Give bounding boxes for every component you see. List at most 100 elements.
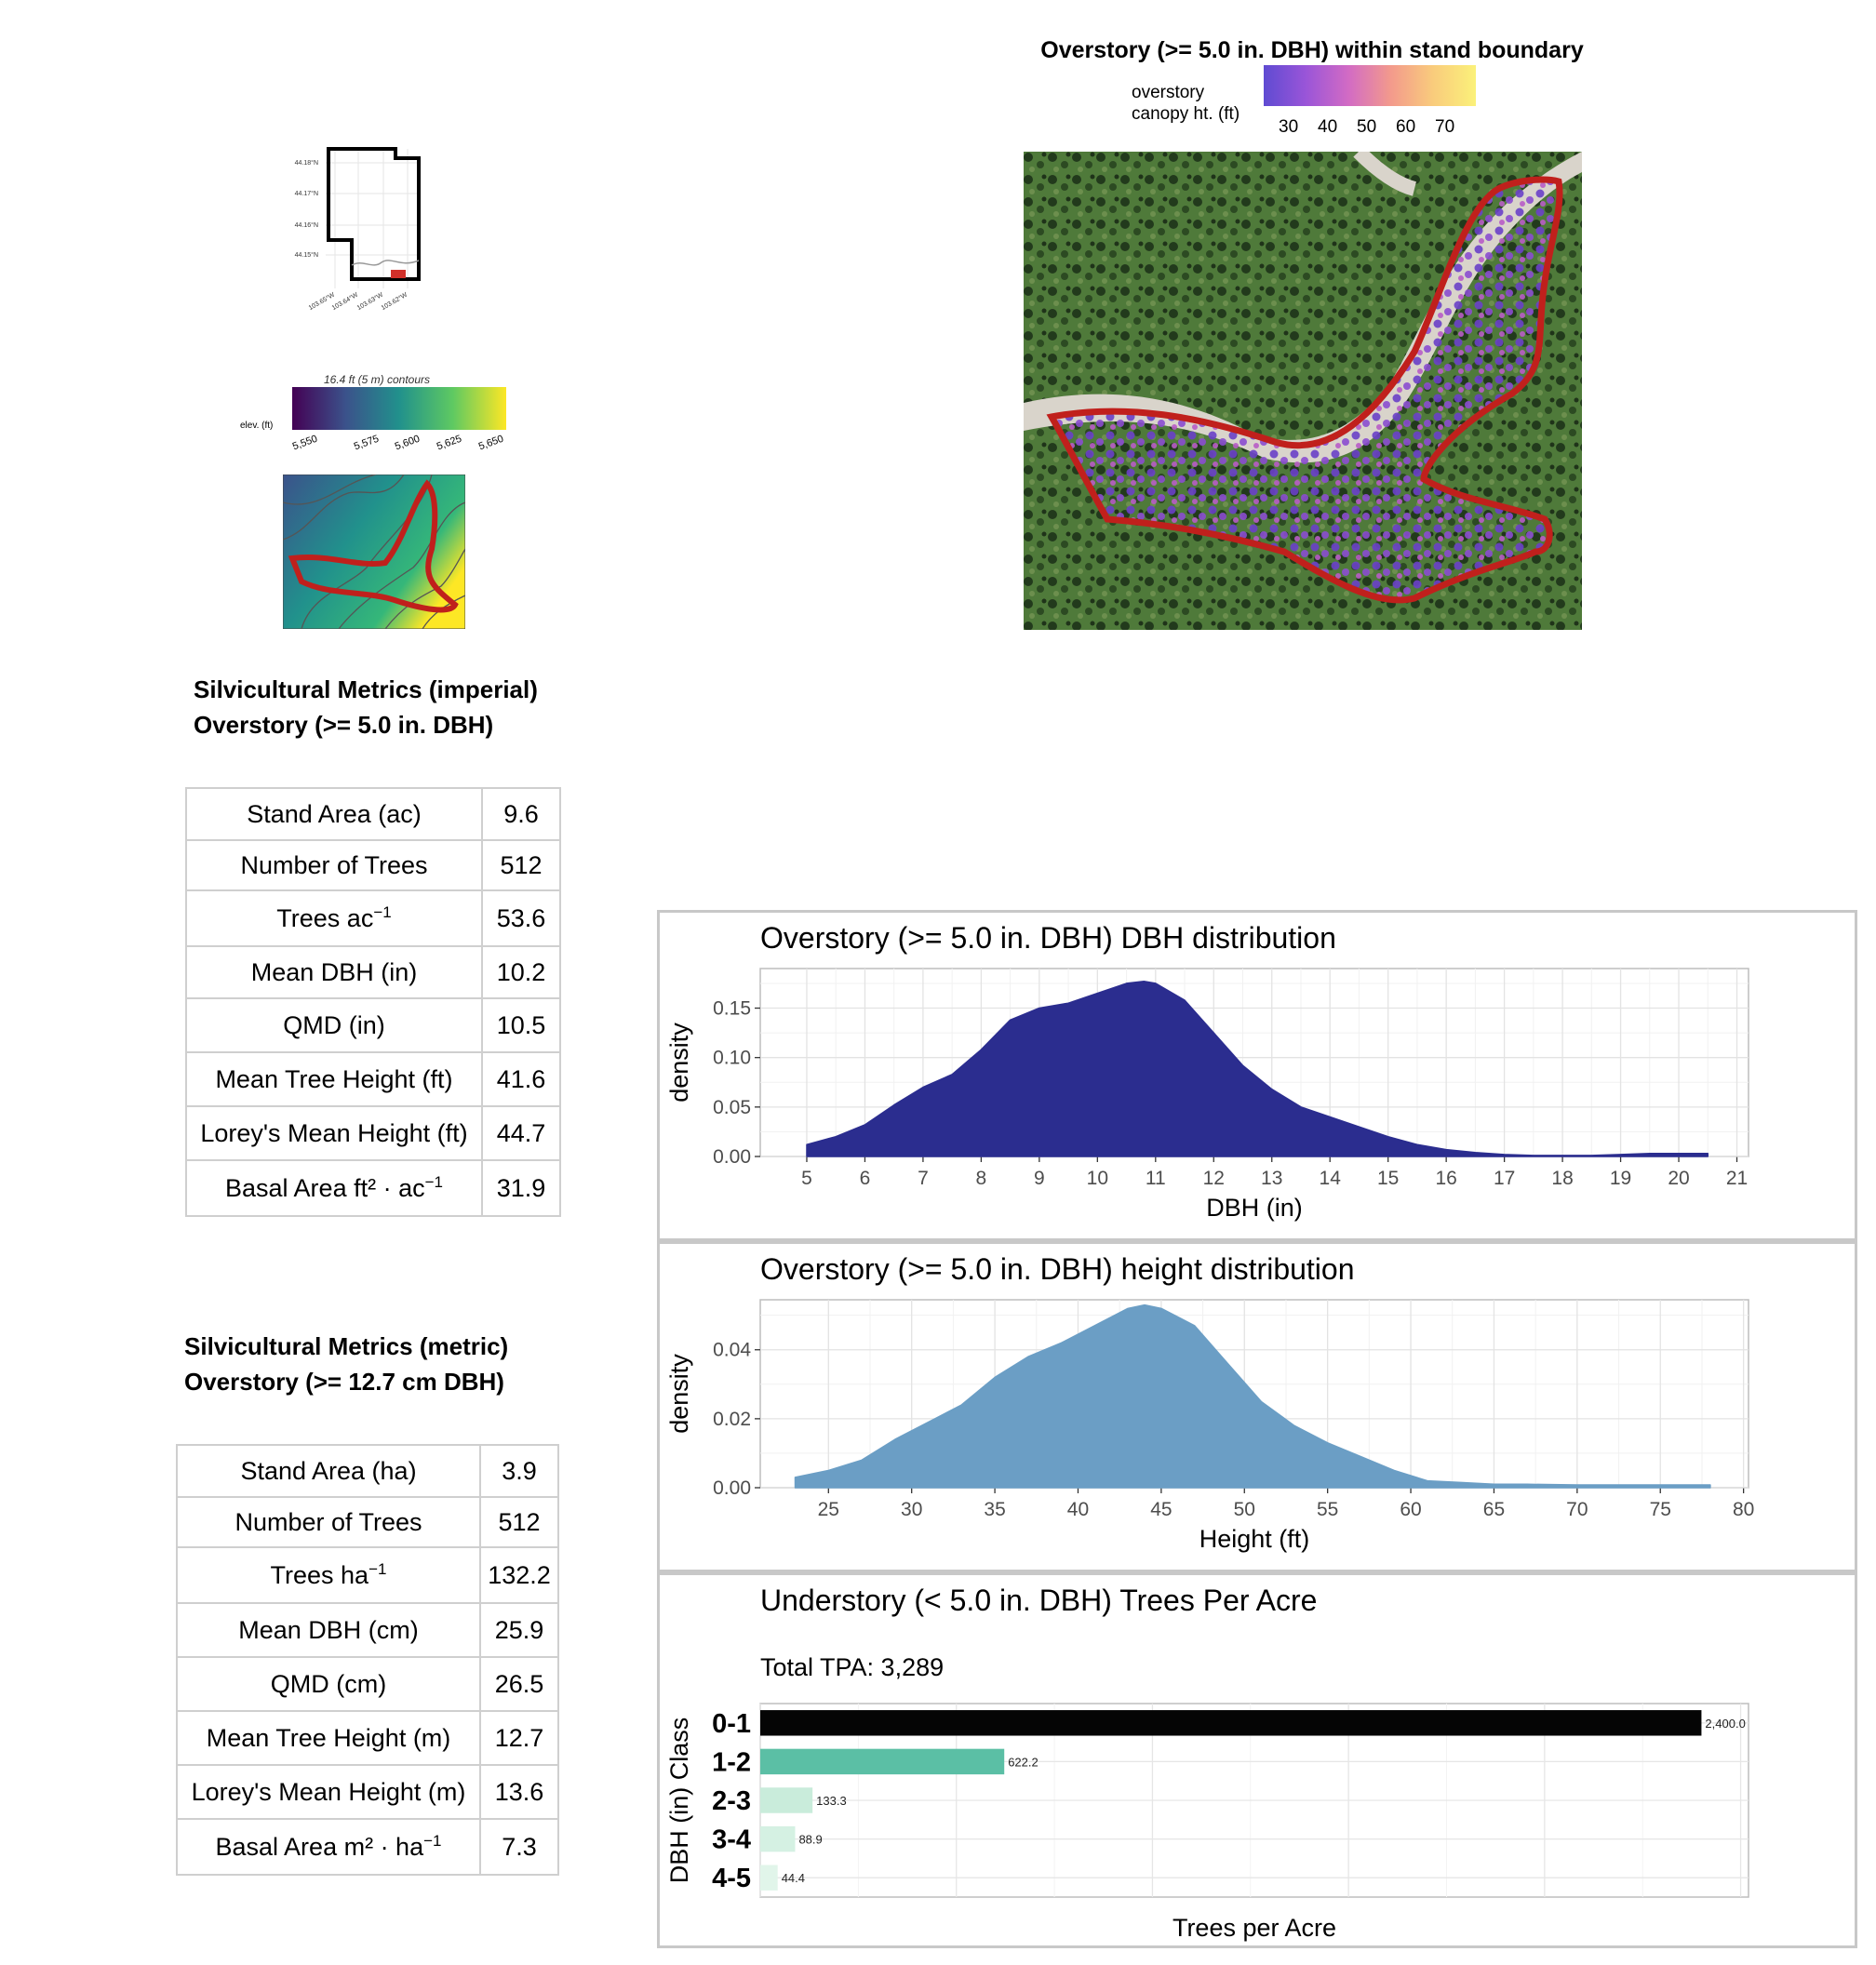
overstory-map-title: Overstory (>= 5.0 in. DBH) within stand … bbox=[1040, 37, 1584, 63]
y-axis-label: density bbox=[665, 1023, 693, 1103]
y-tick-label: 3-4 bbox=[712, 1825, 751, 1855]
metric-label: Lorey's Mean Height (ft) bbox=[185, 1105, 483, 1161]
metric-row: Trees ha−1 132.2 bbox=[176, 1546, 559, 1604]
metric-label-text: QMD (in) bbox=[283, 1010, 385, 1039]
metric-label-text: Lorey's Mean Height (m) bbox=[191, 1777, 466, 1806]
y-tick-label: 0.04 bbox=[713, 1340, 751, 1361]
y-tick-label: 0.05 bbox=[713, 1097, 751, 1118]
metric-label-text: Mean Tree Height (m) bbox=[206, 1723, 451, 1752]
x-tick-label: 14 bbox=[1320, 1168, 1342, 1189]
bar bbox=[760, 1710, 1702, 1736]
y-tick-label: 0.15 bbox=[713, 998, 751, 1020]
metric-label: QMD (cm) bbox=[176, 1656, 481, 1712]
metric-value: 512 bbox=[479, 1496, 559, 1548]
x-tick-label: 50 bbox=[1234, 1499, 1255, 1520]
lat-label: 44.15°N bbox=[295, 251, 318, 259]
metric-label: Basal Area ft² · ac−1 bbox=[185, 1159, 483, 1217]
x-tick-label: 40 bbox=[1067, 1499, 1089, 1520]
x-tick-label: 18 bbox=[1551, 1168, 1573, 1189]
metric-value: 132.2 bbox=[479, 1546, 559, 1604]
bar bbox=[760, 1865, 778, 1891]
x-tick-label: 11 bbox=[1146, 1168, 1166, 1189]
elevation-legend-title: elev. (ft) bbox=[240, 421, 274, 431]
metric-row: Trees ac−1 53.6 bbox=[185, 889, 561, 947]
elevation-map bbox=[283, 475, 465, 629]
metric-label: Trees ac−1 bbox=[185, 889, 483, 947]
x-tick-label: 80 bbox=[1733, 1499, 1754, 1520]
canopy-legend-tick: 40 bbox=[1318, 117, 1338, 137]
metric-value: 3.9 bbox=[479, 1444, 559, 1498]
metric-value: 41.6 bbox=[481, 1051, 561, 1107]
elevation-tick: 5,600 bbox=[393, 433, 422, 453]
metric-label-text: Stand Area (ac) bbox=[247, 799, 422, 828]
metric-label: Basal Area m² · ha−1 bbox=[176, 1818, 481, 1876]
imperial-title-line1: Silvicultural Metrics (imperial) bbox=[194, 675, 538, 703]
imperial-metrics-table: Stand Area (ac) 9.6 Number of Trees 512 Tree… bbox=[185, 787, 561, 1217]
density-area bbox=[794, 1303, 1711, 1489]
metric-label-superscript: −1 bbox=[368, 1560, 387, 1578]
x-tick-label: 12 bbox=[1203, 1168, 1225, 1189]
metric-label: Number of Trees bbox=[176, 1496, 481, 1548]
metric-label-text: Mean DBH (cm) bbox=[238, 1615, 419, 1644]
y-tick-label: 2-3 bbox=[712, 1786, 751, 1816]
canopy-legend-tick: 70 bbox=[1435, 117, 1455, 137]
lat-label: 44.18°N bbox=[295, 159, 318, 167]
x-tick-label: 70 bbox=[1566, 1499, 1588, 1520]
metric-row: Basal Area m² · ha−1 7.3 bbox=[176, 1818, 559, 1876]
bar-value-label: 133.3 bbox=[816, 1794, 847, 1808]
locator-road bbox=[351, 260, 420, 266]
x-tick-label: 17 bbox=[1494, 1168, 1515, 1189]
lat-label: 44.16°N bbox=[295, 221, 318, 229]
canopy-legend-ticks: 30 40 50 60 70 bbox=[1264, 117, 1476, 140]
metric-title-line1: Silvicultural Metrics (metric) bbox=[184, 1332, 509, 1360]
imperial-title-line2: Overstory (>= 5.0 in. DBH) bbox=[194, 711, 494, 739]
metric-label: QMD (in) bbox=[185, 997, 483, 1053]
metric-row: Number of Trees 512 bbox=[176, 1496, 559, 1548]
metric-value: 44.7 bbox=[481, 1105, 561, 1161]
metric-label: Stand Area (ha) bbox=[176, 1444, 481, 1498]
metric-label-text: Stand Area (ha) bbox=[240, 1456, 417, 1485]
metric-label: Lorey's Mean Height (m) bbox=[176, 1764, 481, 1820]
y-tick-label: 0.00 bbox=[713, 1477, 751, 1499]
metric-row: Number of Trees 512 bbox=[185, 839, 561, 891]
metric-label-text: Basal Area ft² · ac bbox=[225, 1174, 425, 1202]
chart-title: Understory (< 5.0 in. DBH) Trees Per Acr… bbox=[760, 1584, 1317, 1617]
metric-label-text: Mean Tree Height (ft) bbox=[215, 1064, 453, 1093]
bar-value-label: 622.2 bbox=[1008, 1755, 1038, 1769]
metric-label: Number of Trees bbox=[185, 839, 483, 891]
metric-value: 10.5 bbox=[481, 997, 561, 1053]
metric-value: 7.3 bbox=[479, 1818, 559, 1876]
metric-label: Mean DBH (in) bbox=[185, 945, 483, 999]
y-tick-label: 4-5 bbox=[712, 1864, 751, 1893]
density-area bbox=[806, 981, 1709, 1157]
y-axis-label: density bbox=[665, 1354, 693, 1434]
x-axis-label: Trees per Acre bbox=[1172, 1914, 1336, 1942]
y-tick-label: 0-1 bbox=[712, 1709, 751, 1739]
metric-row: Lorey's Mean Height (ft) 44.7 bbox=[185, 1105, 561, 1161]
canopy-legend-tick: 30 bbox=[1279, 117, 1299, 137]
elevation-raster bbox=[283, 475, 465, 629]
metric-row: Lorey's Mean Height (m) 13.6 bbox=[176, 1764, 559, 1820]
elevation-tick: 5,550 bbox=[290, 433, 319, 453]
bar bbox=[760, 1825, 796, 1852]
metric-value: 13.6 bbox=[479, 1764, 559, 1820]
x-tick-label: 35 bbox=[984, 1499, 1005, 1520]
canopy-legend-title-line1: overstory bbox=[1132, 83, 1205, 102]
metric-metrics-table: Stand Area (ha) 3.9 Number of Trees 512 Tree… bbox=[176, 1444, 559, 1876]
overstory-aerial-map bbox=[1024, 152, 1582, 630]
metric-label-text: Number of Trees bbox=[240, 850, 428, 879]
metric-label-text: Basal Area m² · ha bbox=[215, 1833, 424, 1861]
elevation-tick: 5,575 bbox=[352, 433, 381, 453]
x-tick-label: 65 bbox=[1483, 1499, 1505, 1520]
dbh-distribution-chart: Overstory (>= 5.0 in. DBH) DBH distribut… bbox=[665, 921, 1749, 1222]
height-distribution-chart: Overstory (>= 5.0 in. DBH) height distri… bbox=[665, 1252, 1754, 1553]
metric-value: 26.5 bbox=[479, 1656, 559, 1712]
canopy-trees bbox=[1052, 180, 1561, 600]
metric-row: Mean DBH (cm) 25.9 bbox=[176, 1602, 559, 1658]
metric-row: Mean Tree Height (m) 12.7 bbox=[176, 1710, 559, 1766]
metric-label-text: QMD (cm) bbox=[270, 1669, 387, 1698]
bar bbox=[760, 1787, 813, 1813]
understory-tpa-panel: Understory (< 5.0 in. DBH) Trees Per Acr… bbox=[657, 1572, 1857, 1948]
x-tick-label: 6 bbox=[860, 1168, 871, 1189]
metric-row: Stand Area (ha) 3.9 bbox=[176, 1444, 559, 1498]
